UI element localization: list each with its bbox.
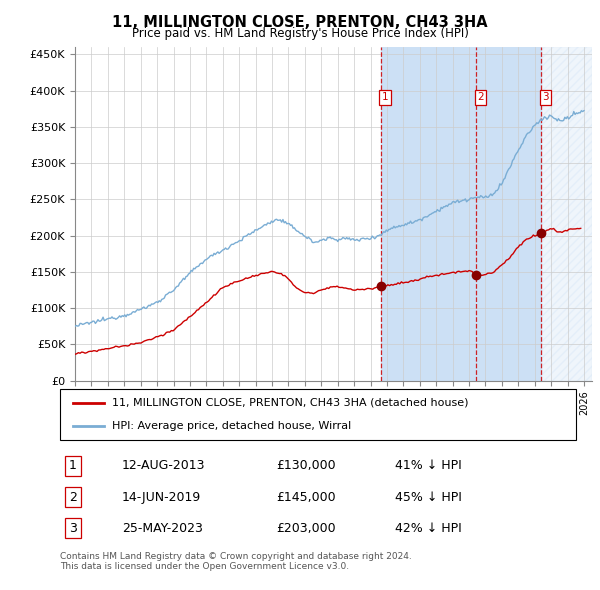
Text: 1: 1 (69, 460, 77, 473)
Text: 14-JUN-2019: 14-JUN-2019 (122, 490, 201, 504)
Text: Price paid vs. HM Land Registry's House Price Index (HPI): Price paid vs. HM Land Registry's House … (131, 27, 469, 40)
Text: 45% ↓ HPI: 45% ↓ HPI (395, 490, 462, 504)
Text: 12-AUG-2013: 12-AUG-2013 (122, 460, 205, 473)
Text: 3: 3 (542, 92, 549, 102)
Text: 2: 2 (69, 490, 77, 504)
Text: £203,000: £203,000 (277, 522, 337, 535)
Text: HPI: Average price, detached house, Wirral: HPI: Average price, detached house, Wirr… (112, 421, 351, 431)
Text: 1: 1 (382, 92, 388, 102)
Text: 2: 2 (477, 92, 484, 102)
Text: 11, MILLINGTON CLOSE, PRENTON, CH43 3HA (detached house): 11, MILLINGTON CLOSE, PRENTON, CH43 3HA … (112, 398, 468, 408)
Text: £145,000: £145,000 (277, 490, 337, 504)
Text: 42% ↓ HPI: 42% ↓ HPI (395, 522, 462, 535)
Bar (381, 47, 476, 381)
Text: 25-MAY-2023: 25-MAY-2023 (122, 522, 203, 535)
Text: 11, MILLINGTON CLOSE, PRENTON, CH43 3HA: 11, MILLINGTON CLOSE, PRENTON, CH43 3HA (112, 15, 488, 30)
Text: £130,000: £130,000 (277, 460, 337, 473)
Text: 41% ↓ HPI: 41% ↓ HPI (395, 460, 462, 473)
Bar (541, 47, 592, 381)
Text: 3: 3 (69, 522, 77, 535)
Bar (476, 47, 541, 381)
Text: Contains HM Land Registry data © Crown copyright and database right 2024.
This d: Contains HM Land Registry data © Crown c… (60, 552, 412, 571)
